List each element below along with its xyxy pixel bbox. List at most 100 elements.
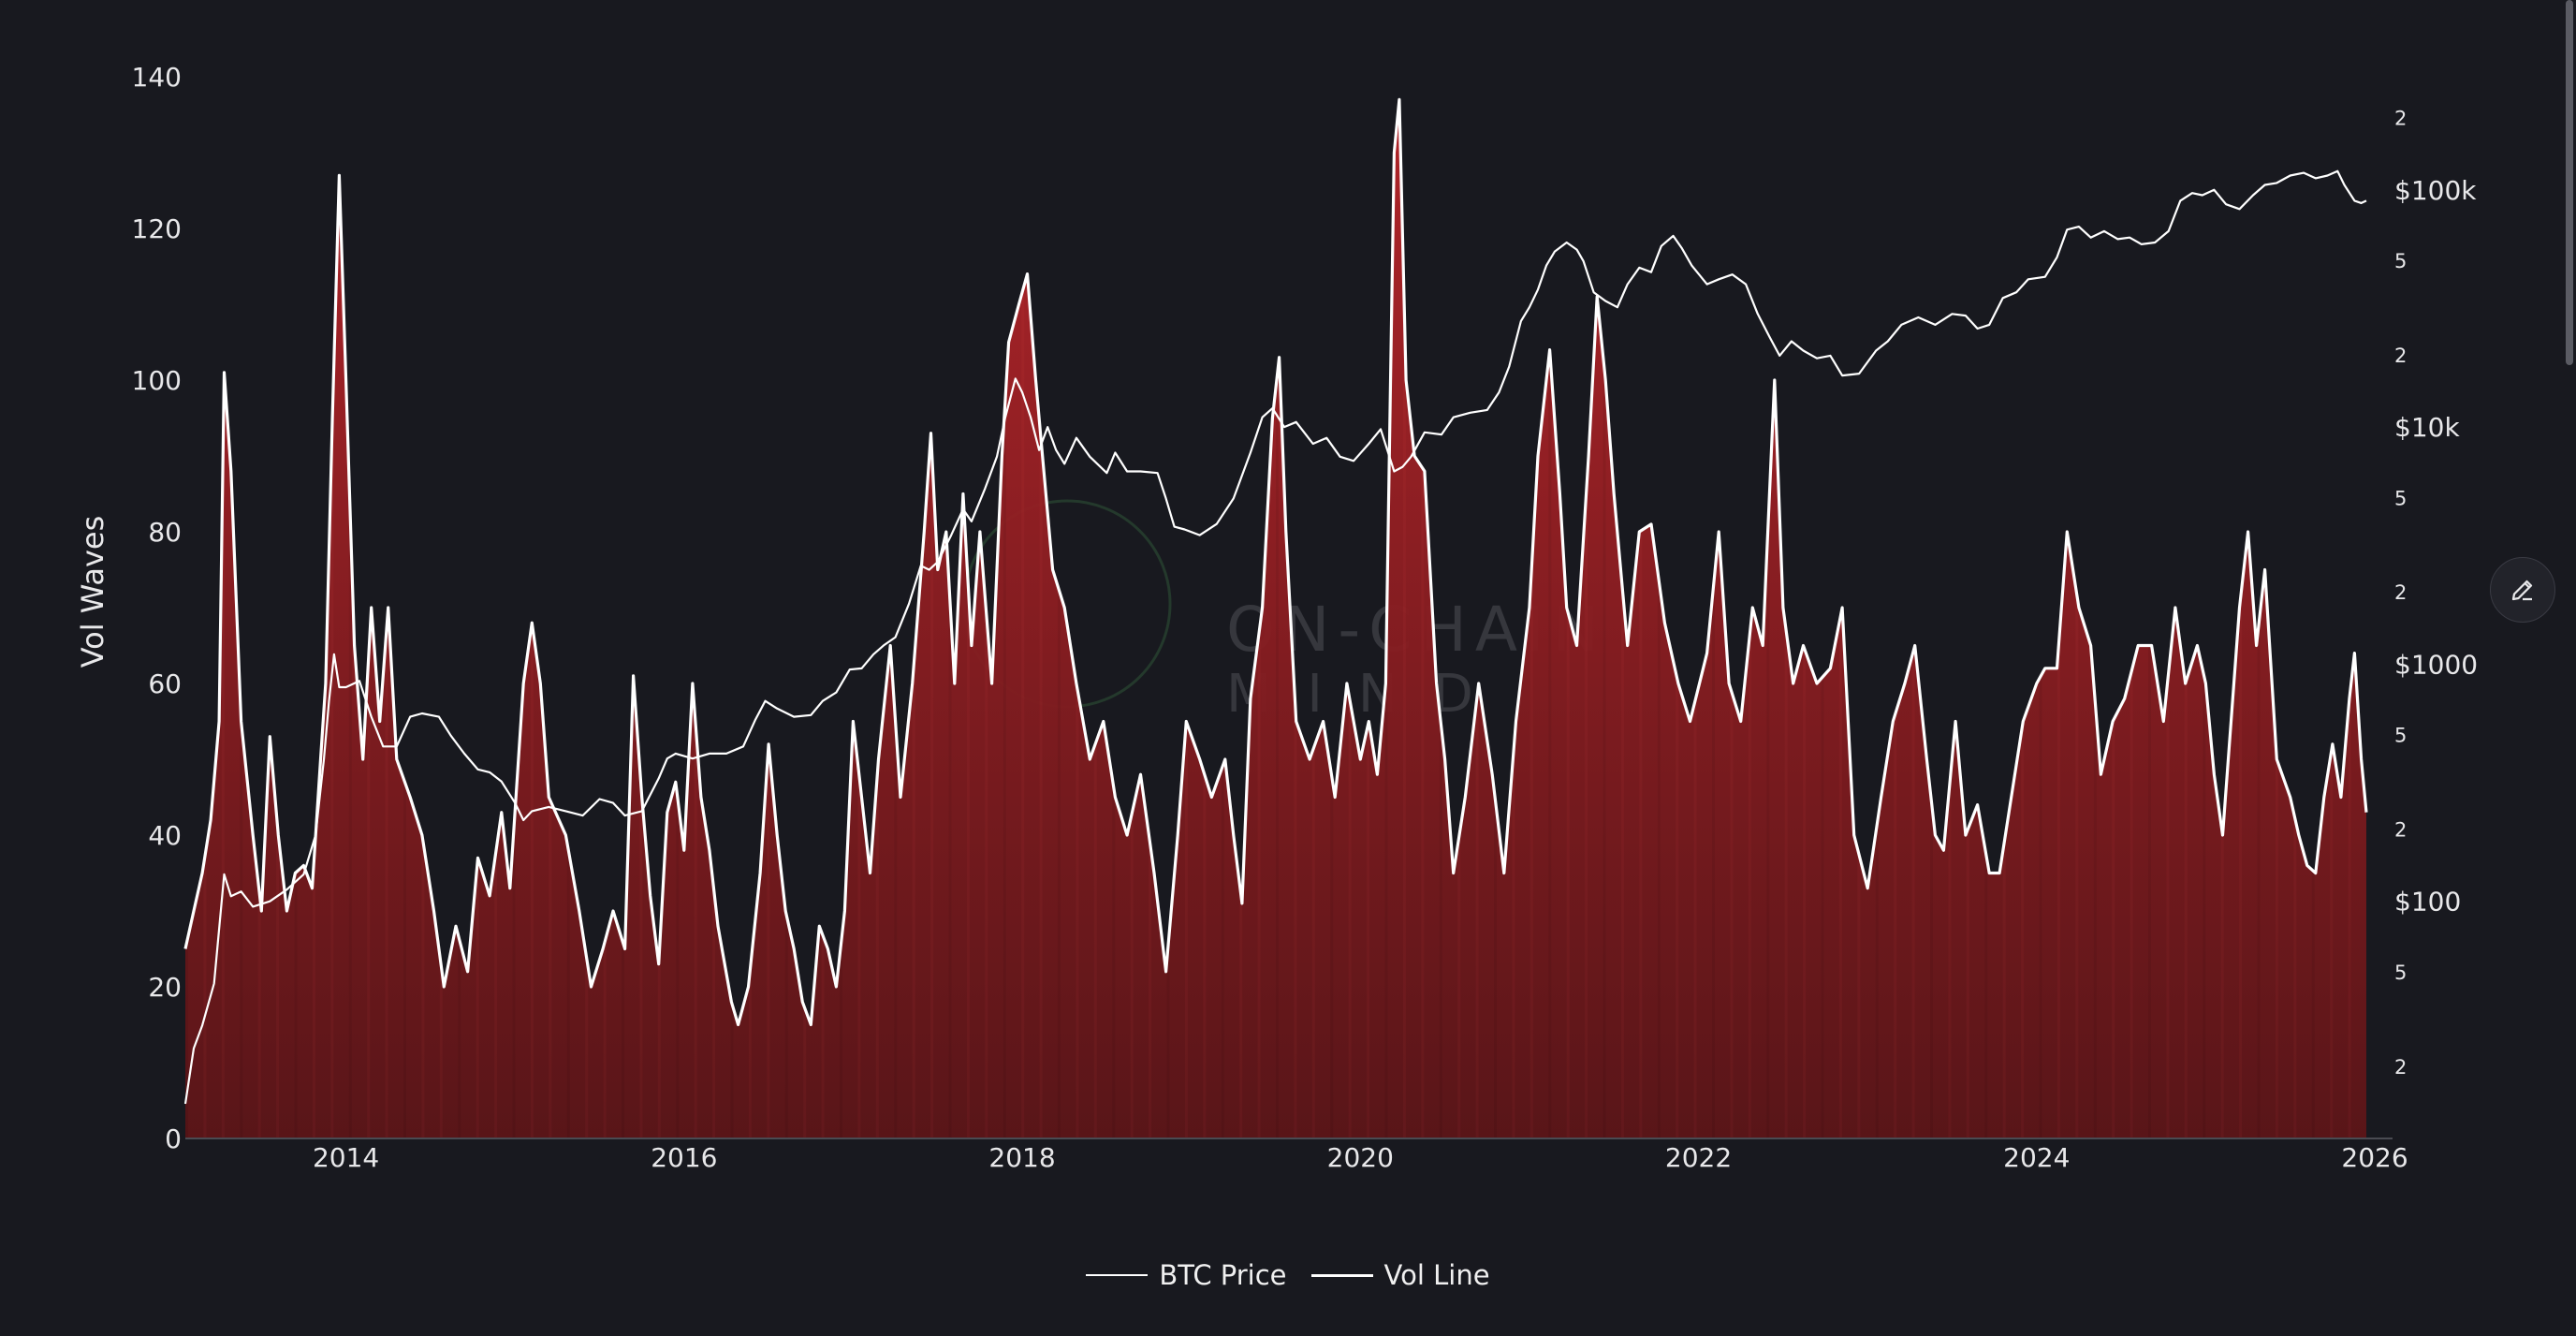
legend-swatch-btc-price: [1086, 1274, 1149, 1276]
y-left-tick-label: 40: [148, 820, 182, 851]
area-texture-streak: [566, 99, 570, 1138]
y-axis-title: Vol Waves: [75, 516, 110, 668]
area-texture-streak: [1657, 99, 1661, 1138]
y-right-tick-label: $1000: [2394, 649, 2478, 680]
area-texture-streak: [1620, 99, 1624, 1138]
x-tick-label: 2014: [313, 1142, 379, 1173]
area-texture-streak: [1585, 99, 1588, 1138]
area-texture-streak: [1093, 99, 1097, 1138]
area-texture-streak: [912, 99, 915, 1138]
area-texture-streak: [894, 99, 898, 1138]
legend-item-btc-price[interactable]: BTC Price: [1086, 1259, 1287, 1291]
area-texture-streak: [875, 99, 879, 1138]
y-left-tick-label: 80: [148, 517, 182, 548]
area-texture-streak: [2220, 99, 2224, 1138]
area-texture-streak: [1803, 99, 1807, 1138]
area-texture-streak: [2239, 99, 2243, 1138]
area-texture-streak: [694, 99, 697, 1138]
y-right-tick-label: 5: [2394, 725, 2407, 747]
area-texture-streak: [2184, 99, 2188, 1138]
y-right-tick-label: 2: [2394, 1056, 2407, 1079]
area-texture-streak: [1894, 99, 1897, 1138]
area-texture-streak: [1821, 99, 1824, 1138]
x-tick-label: 2026: [2341, 1142, 2408, 1173]
area-texture-streak: [1548, 99, 1552, 1138]
area-texture-streak: [1021, 99, 1025, 1138]
area-texture-streak: [1076, 99, 1079, 1138]
area-texture-streak: [221, 99, 225, 1138]
area-texture-streak: [2330, 99, 2334, 1138]
area-texture-streak: [1693, 99, 1697, 1138]
tick-layer: 0 20 40 60 80 100 120 140 2 5 $100 2 5 $1000 2 5 $10k 2 5 $…: [75, 62, 2478, 1173]
area-texture-streak: [2275, 99, 2278, 1138]
area-texture-streak: [203, 99, 207, 1138]
vol-line-series: [183, 97, 2368, 1027]
area-texture-streak: [1530, 99, 1533, 1138]
y-right-tick-label: 5: [2394, 962, 2407, 984]
area-texture-streak: [2348, 99, 2351, 1138]
vol-waves-area: [185, 99, 2366, 1138]
legend-label-vol-line: Vol Line: [1383, 1259, 1490, 1291]
area-texture-streak: [2130, 99, 2133, 1138]
legend-swatch-vol-line: [1310, 1273, 1373, 1277]
area-texture-streak: [585, 99, 589, 1138]
area-texture-streak: [712, 99, 716, 1138]
x-tick-label: 2022: [1665, 1142, 1732, 1173]
y-left-tick-label: 120: [132, 213, 182, 244]
area-texture-streak: [1039, 99, 1043, 1138]
area-texture-streak: [2002, 99, 2006, 1138]
y-right-tick-label: 2: [2394, 818, 2407, 841]
area-texture-streak: [1930, 99, 1933, 1138]
area-texture-streak: [857, 99, 861, 1138]
area-texture-streak: [639, 99, 643, 1138]
area-texture-streak: [676, 99, 680, 1138]
btc-price-series: [183, 169, 2367, 1105]
legend-item-vol-line[interactable]: Vol Line: [1310, 1259, 1490, 1291]
area-texture-streak: [1712, 99, 1715, 1138]
area-texture-streak: [1003, 99, 1006, 1138]
area-texture-streak: [930, 99, 934, 1138]
area-texture-streak: [2148, 99, 2151, 1138]
area-texture-streak: [1276, 99, 1279, 1138]
area-texture-streak: [1603, 99, 1606, 1138]
area-texture-streak: [549, 99, 552, 1138]
area-texture-streak: [257, 99, 261, 1138]
y-left-tick-label: 100: [132, 365, 182, 396]
area-texture-streak: [1130, 99, 1134, 1138]
area-texture-streak: [1421, 99, 1425, 1138]
y-left-tick-label: 20: [148, 972, 182, 1003]
area-texture-streak: [476, 99, 479, 1138]
area-texture-streak: [1966, 99, 1969, 1138]
area-texture-streak: [966, 99, 970, 1138]
area-texture-streak: [1984, 99, 1988, 1138]
scrollbar[interactable]: [2566, 0, 2573, 365]
area-texture-streak: [458, 99, 461, 1138]
pencil-icon: [2511, 580, 2533, 601]
area-texture-streak: [494, 99, 498, 1138]
vol-area-layer: [185, 99, 2366, 1138]
area-texture-streak: [185, 99, 188, 1138]
area-texture-streak: [2293, 99, 2297, 1138]
y-right-tick-label: $100: [2394, 887, 2461, 918]
area-texture-streak: [348, 99, 352, 1138]
area-texture-streak: [512, 99, 516, 1138]
y-left-tick-label: 140: [132, 62, 182, 93]
x-tick-label: 2024: [2003, 1142, 2070, 1173]
area-texture-streak: [2311, 99, 2315, 1138]
area-texture-streak: [1766, 99, 1770, 1138]
legend: BTC Price Vol Line: [0, 1259, 2576, 1291]
area-texture-streak: [622, 99, 624, 1138]
y-left-tick-label: 0: [165, 1123, 182, 1154]
area-texture-streak: [840, 99, 842, 1138]
y-right-tick-label: 2: [2394, 345, 2407, 367]
area-texture-streak: [803, 99, 807, 1138]
area-texture-streak: [240, 99, 243, 1138]
area-texture-streak: [2075, 99, 2079, 1138]
y-right-tick-label: 2: [2394, 108, 2407, 130]
area-texture-streak: [1203, 99, 1207, 1138]
area-texture-streak: [2039, 99, 2042, 1138]
edit-button[interactable]: [2490, 557, 2555, 623]
area-texture-streak: [294, 99, 298, 1138]
